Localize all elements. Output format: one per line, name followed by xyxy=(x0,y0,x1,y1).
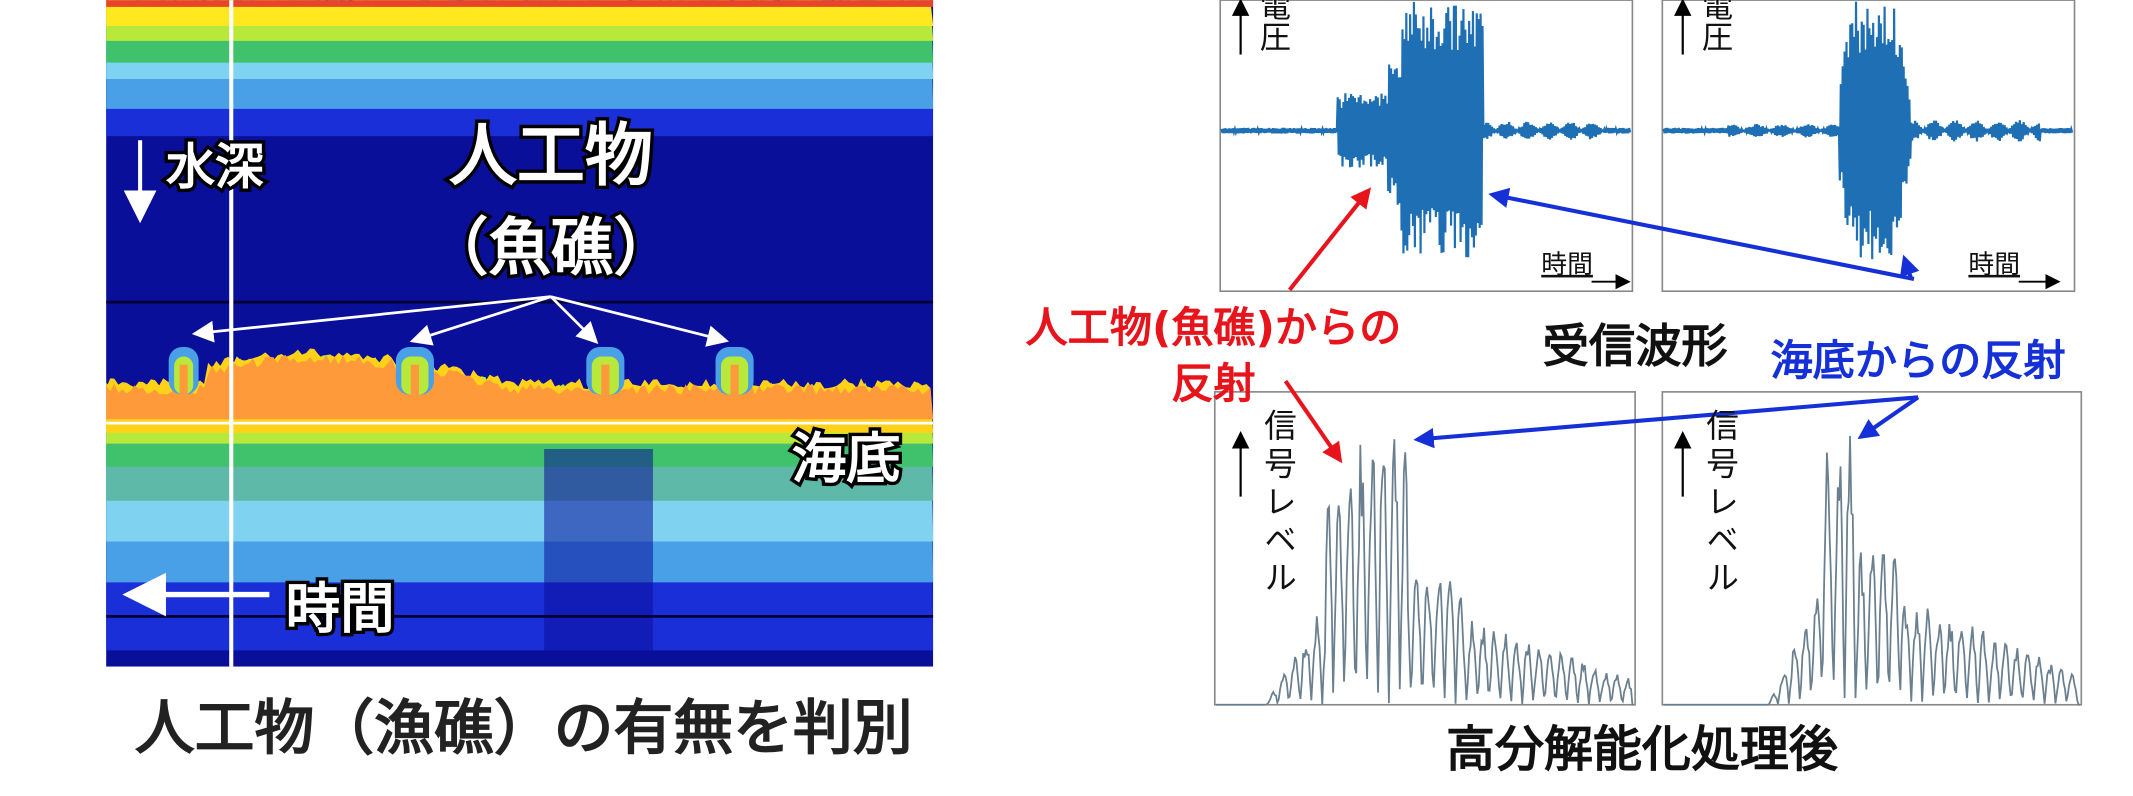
reef xyxy=(601,364,610,395)
x-axis-label: 時間 xyxy=(1541,250,1593,280)
object-label: 人工物 xyxy=(449,117,653,196)
reef xyxy=(410,364,419,395)
artificial-annotation: 人工物(魚礁)からの xyxy=(1026,303,1402,352)
reef-arrow xyxy=(409,295,552,346)
panel-frame xyxy=(1661,391,2083,706)
labels: 水深 人工物 （魚礁） 海底 時間 人工物（漁礁）の有無を判別 電圧 電圧 時間… xyxy=(135,0,2066,778)
seabed-annotation: 海底からの反射 xyxy=(1771,336,2066,385)
waveform xyxy=(1662,1,2074,260)
sonar-shadow xyxy=(544,449,653,654)
blue-arrow xyxy=(1857,395,1920,440)
reef xyxy=(179,364,188,395)
caption: 人工物（漁礁）の有無を判別 xyxy=(135,694,913,764)
y-axis-label: 電圧 xyxy=(1255,0,1291,52)
blue-arrow xyxy=(1899,254,1920,280)
y-axis-label: 信号レベル xyxy=(1701,408,1739,598)
reef xyxy=(730,364,739,395)
y-axis-label: 電圧 xyxy=(1697,0,1733,52)
spectrum xyxy=(1216,439,1634,706)
artificial-annotation: 反射 xyxy=(1171,359,1255,408)
object-sub-label: （魚礁） xyxy=(426,211,676,284)
waveform-title: 受信波形 xyxy=(1543,319,1728,373)
blue-arrow xyxy=(1488,187,1915,281)
panel-frame xyxy=(1219,0,1634,293)
y-axis-label: 信号レベル xyxy=(1259,408,1297,598)
reef-arrow xyxy=(549,295,599,345)
time-label: 時間 xyxy=(286,576,395,640)
sonar-top xyxy=(106,0,934,7)
sonar-band xyxy=(106,355,934,420)
seabed-label: 海底 xyxy=(792,427,901,491)
waveform xyxy=(1220,1,1632,258)
blue-arrow xyxy=(1413,395,1919,449)
red-arrow xyxy=(1283,379,1343,464)
waveform-panels xyxy=(1213,0,2083,706)
sonar-image xyxy=(106,0,934,667)
depth-label: 水深 xyxy=(165,139,264,196)
spectrum xyxy=(1663,435,2080,706)
panel-frame xyxy=(1213,391,1636,706)
reef-arrow xyxy=(550,295,729,347)
processed-title: 高分解能化処理後 xyxy=(1446,721,1839,778)
reef-arrow xyxy=(191,295,552,343)
x-axis-label: 時間 xyxy=(1968,250,2020,280)
red-arrow xyxy=(1287,187,1372,292)
panel-frame xyxy=(1661,0,2076,293)
